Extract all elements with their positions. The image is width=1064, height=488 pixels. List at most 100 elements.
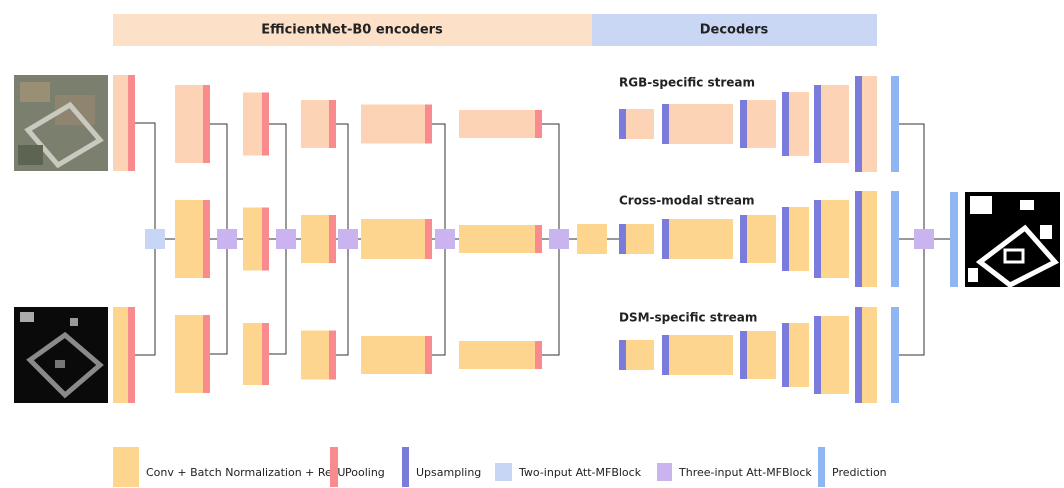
encoder-title: EfficientNet-B0 encoders [261,23,443,38]
conv-block [789,92,809,156]
connector [336,249,348,355]
pooling-block [203,315,210,393]
pooling-block [535,341,542,369]
upsampling-block [814,85,821,163]
conv-block [669,104,733,144]
conv-block [821,200,849,278]
connector [899,249,924,355]
pooling-block [425,105,432,144]
legend-swatch [495,463,512,481]
connector [135,249,155,355]
pooling-block [425,336,432,374]
connector [542,124,559,229]
legend-label: Three-input Att-MFBlock [678,466,812,479]
connector [135,123,155,229]
legend-swatch [402,447,409,487]
pooling-block [329,331,336,380]
conv-block [821,316,849,394]
att-mfblock [549,229,569,249]
conv-block [747,215,776,263]
att-mfblock [145,229,165,249]
legend-label: Upsampling [416,466,481,479]
upsampling-block [855,76,862,172]
dsm-input-image [14,307,108,403]
upsampling-block [740,100,747,148]
upsampling-block [619,340,626,370]
conv-block [113,75,128,171]
diagram: EfficientNet-B0 encoders Decoders RGB-sp… [0,0,1064,488]
legend-swatch [113,447,139,487]
pooling-block [203,200,210,278]
conv-block [669,335,733,375]
pooling-block [262,208,269,271]
connector [432,249,445,355]
rgb-input-image [14,75,108,171]
legend-label: Two-input Att-MFBlock [518,466,642,479]
pooling-block [329,215,336,263]
connector [210,124,227,229]
legend-label: Pooling [345,466,385,479]
pooling-block [128,307,135,403]
conv-block [747,100,776,148]
legend-label: Conv + Batch Normalization + ReLU [146,466,345,479]
pooling-block [425,219,432,259]
conv-block [301,331,329,380]
att-mfblock [217,229,237,249]
att-mfblock [435,229,455,249]
conv-block [821,85,849,163]
conv-block [459,341,535,369]
stream-label: Cross-modal stream [619,194,755,208]
pooling-block [203,85,210,163]
prediction-block [891,76,899,172]
conv-block [361,336,425,374]
conv-block [789,323,809,387]
upsampling-block [740,331,747,379]
upsampling-block [814,316,821,394]
connector [432,124,445,229]
att-mfblock [276,229,296,249]
upsampling-block [855,191,862,287]
pooling-block [262,93,269,156]
conv-block [862,191,877,287]
conv-block [301,215,329,263]
upsampling-block [619,224,626,254]
conv-block [459,225,535,253]
pooling-block [329,100,336,148]
upsampling-block [619,109,626,139]
pooling-block [128,75,135,171]
upsampling-block [662,219,669,259]
connector [269,249,286,354]
decoder-title: Decoders [700,23,769,38]
bottleneck-block [577,224,607,254]
conv-block [626,109,654,139]
conv-block [175,85,203,163]
upsampling-block [855,307,862,403]
upsampling-block [662,335,669,375]
att-mfblock [914,229,934,249]
connector [542,249,559,355]
pooling-block [535,225,542,253]
upsampling-block [740,215,747,263]
conv-block [301,100,329,148]
connector [269,124,286,229]
conv-block [361,219,425,259]
conv-block [747,331,776,379]
conv-block [175,200,203,278]
conv-block [669,219,733,259]
upsampling-block [782,207,789,271]
connector [210,249,227,354]
upsampling-block [782,323,789,387]
legend-swatch [818,447,825,487]
pooling-block [535,110,542,138]
connector [899,124,924,229]
upsampling-block [662,104,669,144]
conv-block [243,208,262,271]
legend-swatch [330,447,338,487]
att-mfblock [338,229,358,249]
conv-block [789,207,809,271]
conv-block [243,93,262,156]
conv-block [361,105,425,144]
legend-label: Prediction [832,466,887,479]
prediction-block [891,307,899,403]
conv-block [862,307,877,403]
